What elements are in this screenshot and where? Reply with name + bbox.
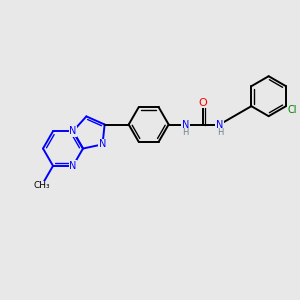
Text: N: N: [69, 126, 77, 136]
Text: H: H: [182, 128, 188, 137]
Text: H: H: [217, 128, 224, 137]
Text: N: N: [182, 119, 189, 130]
Text: CH₃: CH₃: [33, 182, 50, 190]
Text: Cl: Cl: [288, 105, 297, 115]
Text: N: N: [99, 140, 106, 149]
Text: O: O: [198, 98, 207, 108]
Text: N: N: [69, 161, 77, 171]
Text: N: N: [216, 119, 223, 130]
